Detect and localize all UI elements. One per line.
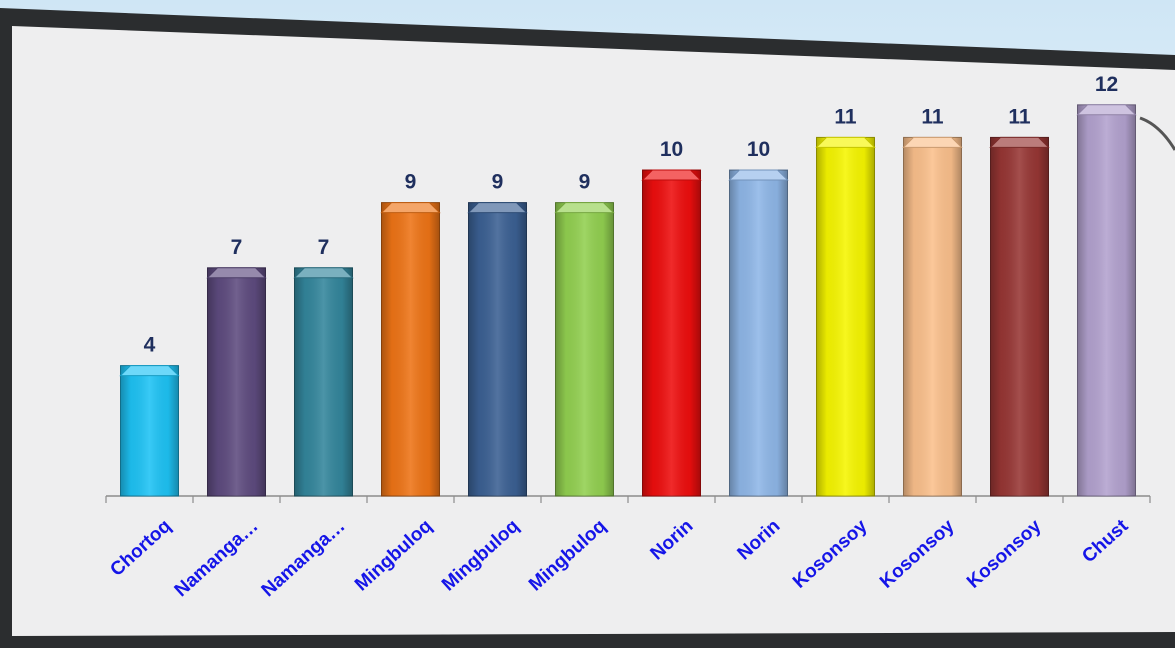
bar-shading xyxy=(990,137,1049,496)
data-label: 9 xyxy=(492,171,504,194)
bar-shading xyxy=(729,170,788,496)
x-tick-label: Mingbuloq xyxy=(438,516,523,596)
bar-cap xyxy=(902,136,963,148)
data-label: 7 xyxy=(318,236,330,259)
bar-shading xyxy=(381,202,440,496)
bar-cap xyxy=(641,169,702,181)
bar-cap xyxy=(206,267,267,279)
x-tick-label: Norin xyxy=(733,516,784,565)
bar xyxy=(554,202,615,497)
x-tick-label: Namanga… xyxy=(171,516,263,602)
bar-cap xyxy=(554,202,615,214)
bar-shading xyxy=(642,170,701,496)
x-tick-label: Mingbuloq xyxy=(525,516,610,596)
bar xyxy=(293,267,354,497)
x-tick-label: Kosonsoy xyxy=(876,515,959,592)
x-tick-label: Norin xyxy=(646,516,697,565)
bar-cap xyxy=(989,136,1050,148)
x-tick-label: Mingbuloq xyxy=(351,516,436,596)
bar xyxy=(815,136,876,497)
bar-cap xyxy=(728,169,789,181)
x-tick-label: Chust xyxy=(1078,515,1133,567)
data-label: 12 xyxy=(1095,73,1118,96)
bar-cap xyxy=(119,365,180,377)
x-tick-label: Kosonsoy xyxy=(963,515,1046,592)
bar-cap xyxy=(380,202,441,214)
bar-shading xyxy=(120,365,179,496)
data-label: 11 xyxy=(1008,105,1031,128)
data-label: 4 xyxy=(144,334,156,357)
x-tick-label: Kosonsoy xyxy=(789,515,872,592)
bar-cap xyxy=(1076,104,1137,116)
bar xyxy=(902,136,963,497)
bar xyxy=(1076,104,1137,497)
bar xyxy=(989,136,1050,497)
bar-shading xyxy=(294,267,353,496)
data-label: 11 xyxy=(921,105,944,128)
bar-shading xyxy=(1077,104,1136,497)
bar-shading xyxy=(207,267,266,496)
x-tick-label: Namanga… xyxy=(258,516,350,602)
bar xyxy=(206,267,267,497)
bar-cap xyxy=(293,267,354,279)
bar-cap xyxy=(467,202,528,214)
bar-shading xyxy=(555,202,614,496)
data-label: 9 xyxy=(405,171,417,194)
bar-cap xyxy=(815,136,876,148)
bar xyxy=(728,169,789,497)
bar-shading xyxy=(816,137,875,496)
bar-shading xyxy=(903,137,962,496)
data-label: 11 xyxy=(834,105,857,128)
data-label: 10 xyxy=(747,138,770,161)
bar xyxy=(467,202,528,497)
data-label: 7 xyxy=(231,236,243,259)
bar xyxy=(119,365,180,497)
bar xyxy=(380,202,441,497)
x-tick-label: Chortoq xyxy=(106,516,175,581)
data-label: 9 xyxy=(579,171,591,194)
bar-shading xyxy=(468,202,527,496)
bar xyxy=(641,169,702,497)
data-label: 10 xyxy=(660,138,683,161)
